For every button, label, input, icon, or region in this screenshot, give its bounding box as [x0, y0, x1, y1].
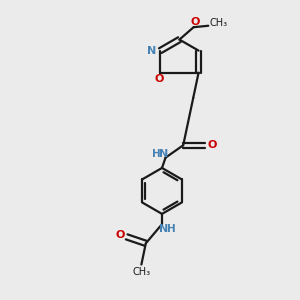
Text: N: N	[148, 46, 157, 56]
Text: H: H	[152, 149, 161, 159]
Text: N: N	[159, 224, 168, 235]
Text: O: O	[207, 140, 216, 150]
Text: O: O	[190, 17, 200, 27]
Text: CH₃: CH₃	[132, 267, 151, 277]
Text: H: H	[167, 224, 176, 235]
Text: O: O	[154, 74, 164, 84]
Text: N: N	[159, 149, 169, 159]
Text: O: O	[116, 230, 125, 240]
Text: CH₃: CH₃	[209, 18, 228, 28]
